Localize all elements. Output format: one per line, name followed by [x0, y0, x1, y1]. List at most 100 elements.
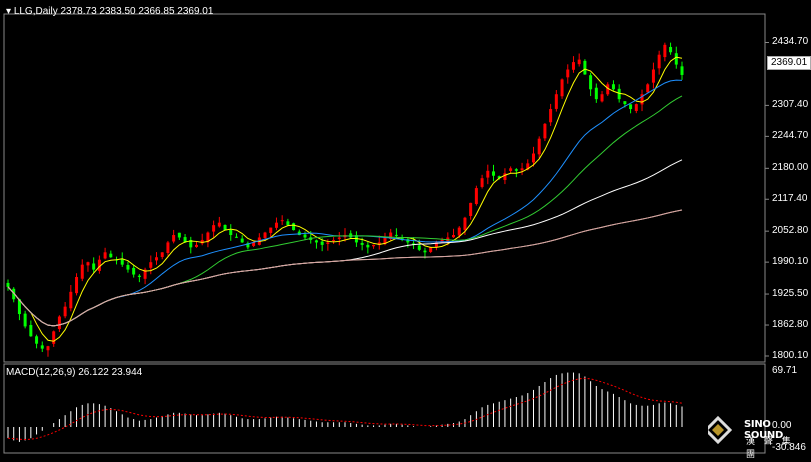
- price-axis-tick: 1800.10: [772, 350, 809, 361]
- macd-layer: [7, 372, 683, 442]
- candle-body: [611, 84, 615, 90]
- candle-body: [429, 247, 433, 252]
- candle-body: [680, 66, 684, 75]
- candle-body: [206, 232, 210, 243]
- candle-body: [372, 244, 376, 247]
- price-axis-tick: 2180.00: [772, 162, 809, 174]
- candle-body: [234, 236, 238, 238]
- candle-body: [406, 239, 410, 243]
- candle-body: [531, 153, 535, 163]
- candle-body: [212, 225, 216, 232]
- candle-body: [440, 239, 444, 243]
- candle-body: [389, 232, 393, 239]
- ma60-line: [7, 159, 683, 327]
- candle-body: [252, 242, 256, 246]
- candle-body: [571, 62, 575, 70]
- candle-body: [560, 79, 564, 97]
- candle-body: [120, 258, 124, 265]
- macd-label: MACD(12,26,9) 26.122 23.944: [6, 367, 143, 378]
- candle-body: [63, 306, 67, 317]
- candle-body: [383, 237, 387, 245]
- candle-body: [292, 223, 296, 231]
- candle-body: [160, 252, 164, 257]
- candle-body: [126, 264, 130, 270]
- candle-body: [606, 84, 610, 95]
- candle-body: [543, 123, 547, 139]
- candle-body: [423, 250, 427, 253]
- candle-body: [149, 262, 153, 268]
- candle-body: [314, 240, 318, 243]
- macd-axis-top: 69.71: [772, 365, 798, 376]
- candle-body: [143, 269, 147, 279]
- candle-body: [240, 238, 244, 243]
- candle-body: [377, 242, 381, 246]
- ma120-line: [7, 209, 683, 327]
- candle-body: [486, 170, 490, 178]
- candle-body: [177, 232, 181, 238]
- candle-body: [640, 94, 644, 105]
- candle-body: [172, 235, 176, 242]
- candle-body: [269, 227, 273, 233]
- candle-body: [132, 267, 136, 275]
- ohlc-values: 2378.73 2383.50 2366.85 2369.01: [60, 6, 214, 17]
- candle-body: [514, 169, 518, 171]
- candle-body: [537, 138, 541, 155]
- candle-body: [80, 264, 84, 279]
- candle-body: [360, 242, 364, 245]
- candle-body: [417, 245, 421, 250]
- symbol-dropdown[interactable]: ▾ LLG,Daily 2378.73 2383.50 2366.85 2369…: [6, 6, 213, 17]
- candle-body: [520, 168, 524, 171]
- candle-body: [320, 241, 324, 245]
- candle-body: [166, 242, 170, 254]
- ma20-line: [7, 79, 683, 327]
- candle-body: [17, 299, 21, 315]
- candle-body: [646, 84, 650, 93]
- price-axis-tick: 2117.40: [772, 193, 808, 205]
- candle-body: [623, 101, 627, 105]
- candle-body: [509, 168, 513, 171]
- chevron-down-icon[interactable]: ▾: [6, 6, 12, 17]
- macd-axis-bottom: -30.846: [772, 442, 806, 453]
- candle-body: [23, 313, 27, 327]
- candle-body: [549, 109, 553, 123]
- candle-body: [497, 176, 501, 179]
- candle-body: [366, 244, 370, 248]
- macd-signal-line: [7, 377, 683, 441]
- candle-body: [474, 188, 478, 204]
- candle-body: [600, 94, 604, 102]
- candle-body: [589, 75, 593, 90]
- candle-body: [103, 252, 107, 259]
- logo-subtitle: 漢 聲 集 團: [746, 437, 794, 460]
- candle-body: [452, 235, 456, 238]
- candle-body: [674, 53, 678, 65]
- candle-body: [194, 244, 198, 247]
- candle-body: [97, 259, 101, 271]
- candle-body: [332, 239, 336, 241]
- candle-body: [29, 325, 33, 337]
- candle-body: [69, 291, 73, 309]
- candle-body: [280, 220, 284, 222]
- candle-body: [137, 275, 141, 278]
- candle-body: [326, 242, 330, 245]
- candle-body: [651, 69, 655, 83]
- candle-body: [526, 163, 530, 170]
- candle-body: [337, 237, 341, 239]
- candle-body: [86, 262, 90, 266]
- candle-body: [457, 227, 461, 236]
- price-axis-tick: 2244.70: [772, 130, 809, 142]
- candle-body: [394, 234, 398, 236]
- candle-body: [577, 59, 581, 65]
- candle-body: [657, 54, 661, 69]
- candle-body: [583, 60, 587, 75]
- candle-body: [663, 44, 667, 58]
- price-axis-tick: 1925.50: [772, 288, 809, 300]
- candle-body: [6, 282, 10, 287]
- candle-body: [200, 239, 204, 244]
- price-axis-tick: 2307.40: [772, 99, 809, 111]
- candle-body: [223, 224, 227, 231]
- candle-body: [229, 229, 233, 236]
- sino-sound-logo-icon: [708, 415, 733, 445]
- candle-body: [189, 240, 193, 248]
